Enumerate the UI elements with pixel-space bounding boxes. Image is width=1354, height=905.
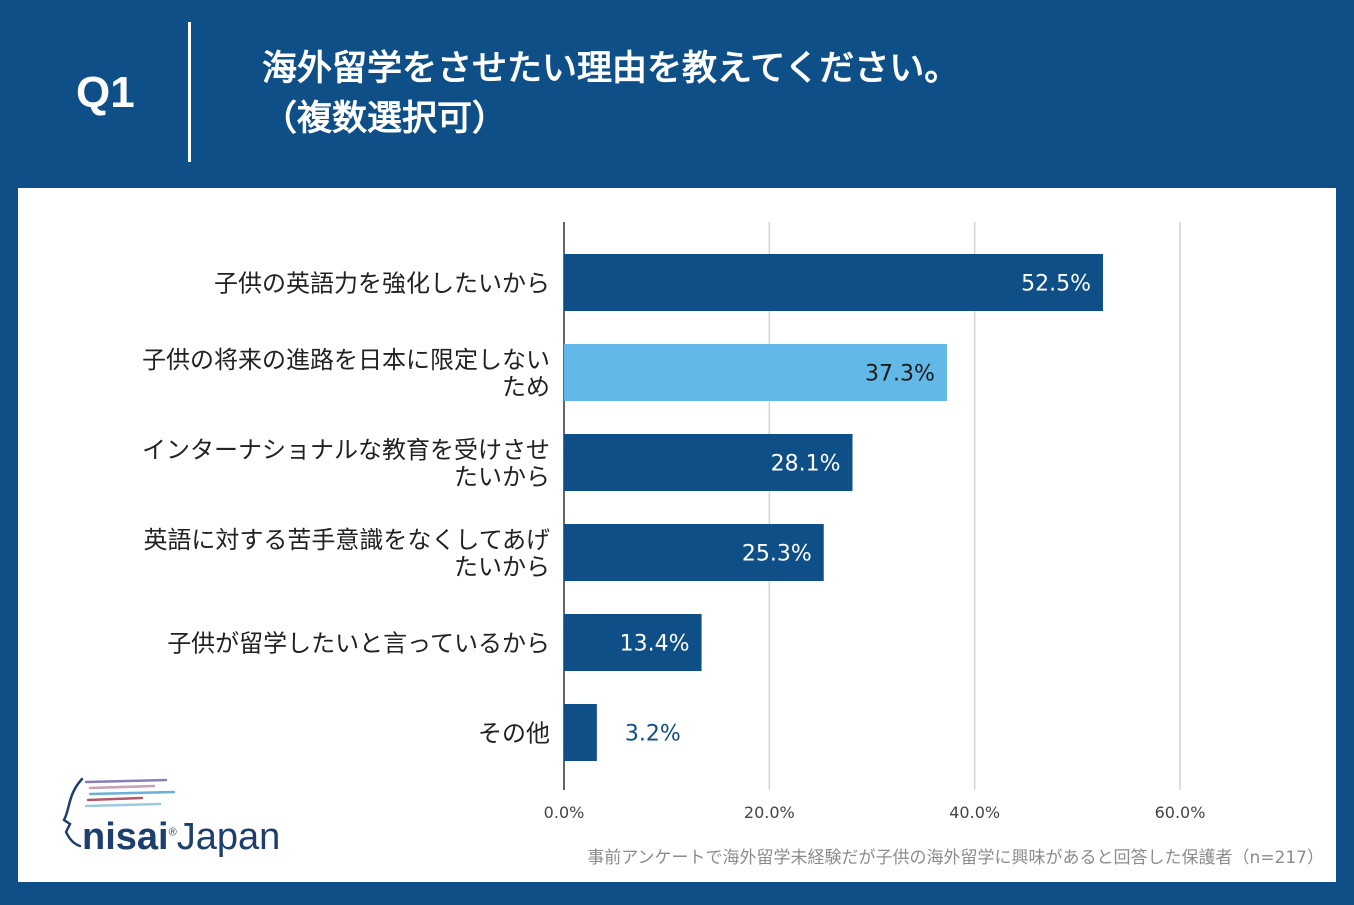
category-label: その他 [478, 720, 550, 748]
bar [564, 524, 824, 581]
registered-mark: ® [168, 826, 177, 839]
x-tick-label: 60.0% [1155, 803, 1206, 822]
category-label: 子供が留学したいと言っているから [167, 630, 550, 658]
bar [564, 254, 1103, 311]
nisai-japan-logo-mark [62, 777, 176, 848]
x-tick-label: 20.0% [744, 803, 795, 822]
category-label: 子供の将来の進路を日本に限定しない [142, 346, 550, 374]
data-label: 37.3% [865, 362, 935, 387]
bar [564, 434, 853, 491]
chart-panel: 0.0% 20.0% 40.0% 60.0% 52.5% 子供の英語力を強化したいから 37… [18, 188, 1336, 882]
title-line-1: 海外留学をさせたい理由を教えてください。 [262, 49, 960, 89]
logo-nisai: nisai [82, 816, 169, 858]
page-title: 海外留学をさせたい理由を教えてください。 （複数選択可） [262, 44, 959, 144]
bar-chart: 0.0% 20.0% 40.0% 60.0% 52.5% 子供の英語力を強化したいから 37… [142, 222, 1206, 822]
bar [564, 614, 702, 671]
sample-note: 事前アンケートで海外留学未経験だが子供の海外留学に興味があると回答した保護者（n… [587, 848, 1324, 868]
category-label: 英語に対する苦手意識をなくしてあげ [143, 526, 550, 554]
x-tick-label: 0.0% [544, 803, 585, 822]
data-label: 52.5% [1021, 272, 1091, 297]
bar [564, 344, 947, 401]
header-divider [188, 22, 191, 162]
x-tick-label: 40.0% [949, 803, 1000, 822]
bar [564, 704, 597, 761]
logo-wordmark: nisai®Japan [82, 816, 280, 859]
category-label: ため [502, 373, 550, 401]
title-line-2: （複数選択可） [262, 99, 508, 139]
category-label: 子供の英語力を強化したいから [214, 270, 550, 298]
category-label: たいから [454, 463, 550, 491]
data-label: 25.3% [742, 542, 812, 567]
logo-japan: Japan [176, 816, 281, 858]
question-number: Q1 [76, 68, 135, 117]
header: Q1 海外留学をさせたい理由を教えてください。 （複数選択可） [0, 0, 1354, 188]
category-label: たいから [454, 553, 550, 581]
category-label: インターナショナルな教育を受けさせ [142, 436, 550, 464]
data-label: 13.4% [620, 632, 690, 657]
data-label: 28.1% [771, 452, 841, 477]
data-label: 3.2% [625, 722, 681, 747]
